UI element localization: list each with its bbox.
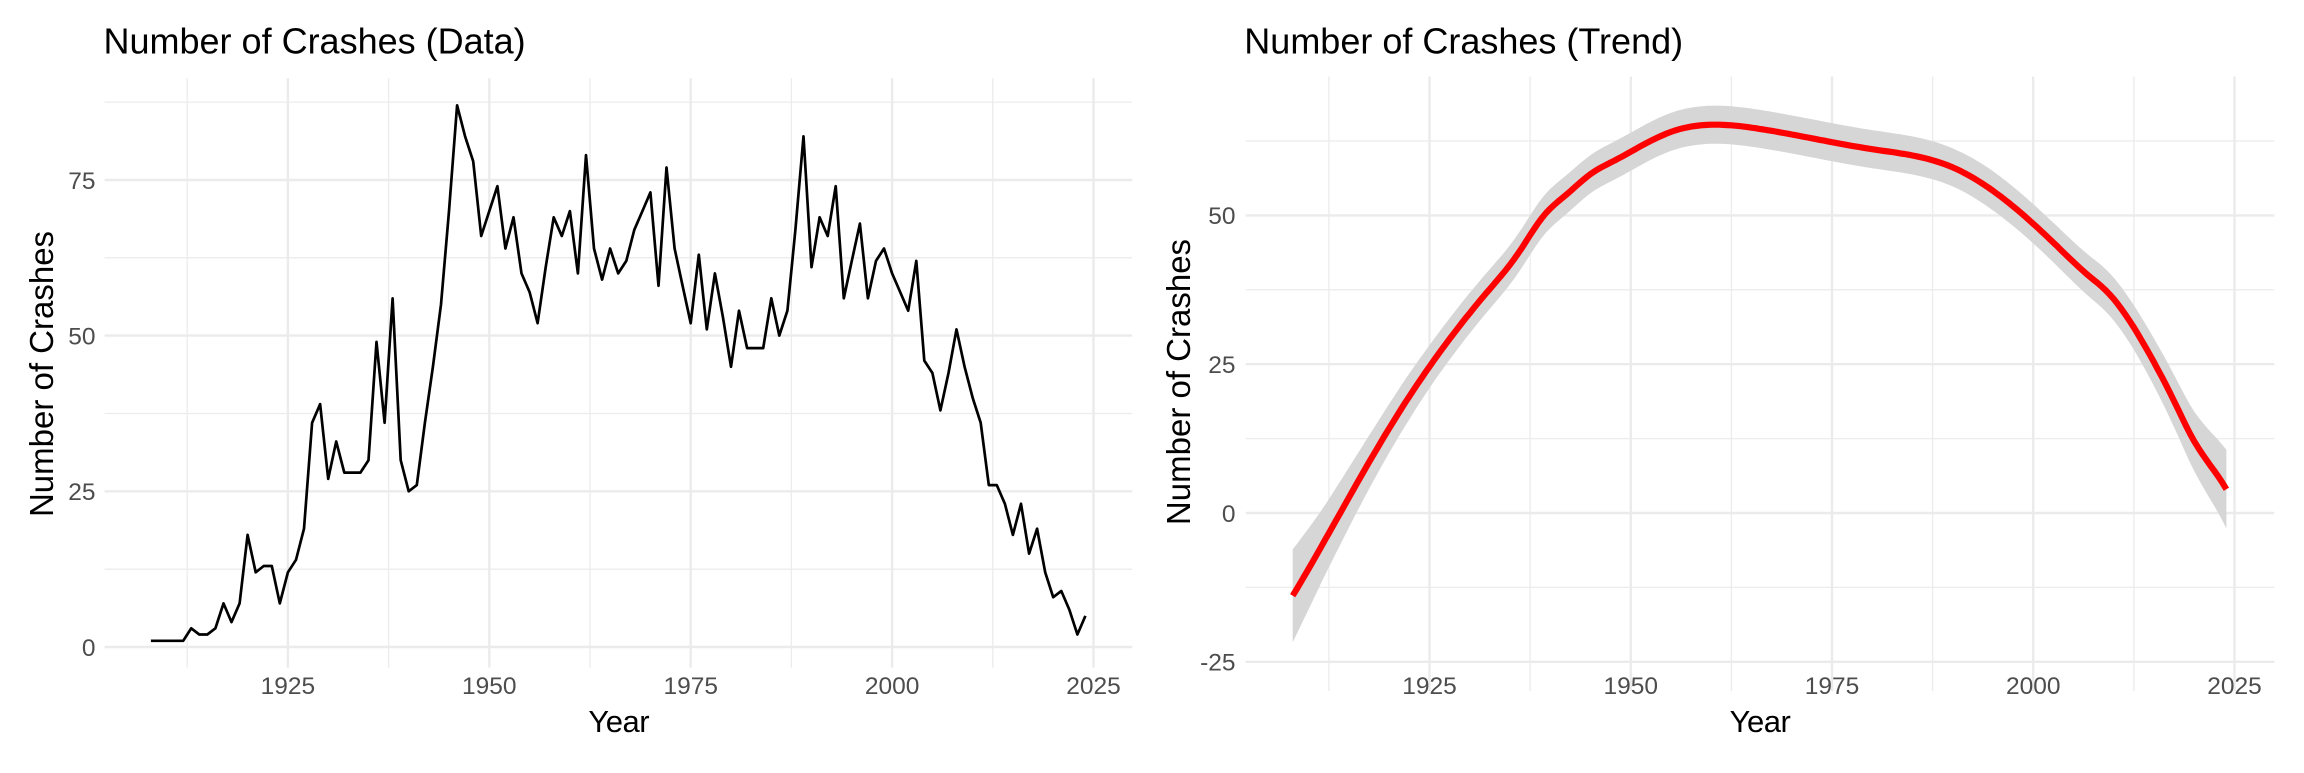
svg-text:2025: 2025 <box>2207 673 2262 700</box>
svg-text:2000: 2000 <box>865 673 920 700</box>
svg-text:Year: Year <box>588 704 649 739</box>
svg-text:-25: -25 <box>1200 650 1235 677</box>
svg-text:2025: 2025 <box>1066 673 1121 700</box>
svg-text:1925: 1925 <box>261 673 316 700</box>
svg-text:Number of Crashes (Trend): Number of Crashes (Trend) <box>1244 21 1683 62</box>
svg-text:50: 50 <box>1208 203 1235 230</box>
svg-text:0: 0 <box>1222 501 1236 528</box>
svg-text:25: 25 <box>1208 352 1235 379</box>
svg-text:Year: Year <box>1730 704 1791 739</box>
svg-text:1975: 1975 <box>663 673 718 700</box>
svg-text:0: 0 <box>82 635 96 662</box>
svg-text:25: 25 <box>68 479 95 506</box>
svg-text:50: 50 <box>68 323 95 350</box>
svg-text:1975: 1975 <box>1805 673 1860 700</box>
svg-text:75: 75 <box>68 168 95 195</box>
svg-text:1925: 1925 <box>1402 673 1457 700</box>
svg-text:Number of Crashes: Number of Crashes <box>1160 239 1197 525</box>
svg-text:Number of Crashes (Data): Number of Crashes (Data) <box>104 21 526 62</box>
svg-text:1950: 1950 <box>1604 673 1659 700</box>
svg-text:Number of Crashes: Number of Crashes <box>23 231 60 517</box>
svg-text:2000: 2000 <box>2006 673 2061 700</box>
svg-text:1950: 1950 <box>462 673 517 700</box>
